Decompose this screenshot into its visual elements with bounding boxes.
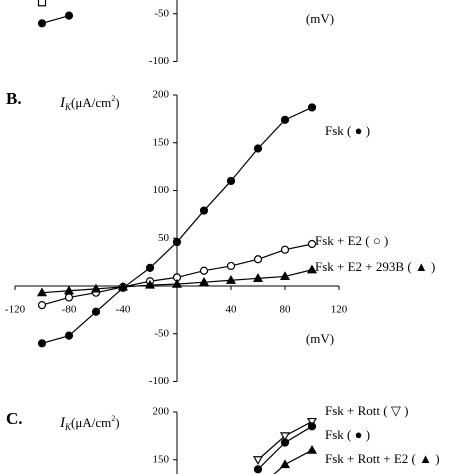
- marker: [198, 276, 210, 286]
- marker: [64, 331, 74, 340]
- y-axis-label: IK(μA/cm2): [59, 414, 120, 432]
- legend-entry: Fsk + E2 ( ○ ): [315, 233, 388, 248]
- y-label-part: K: [64, 422, 72, 432]
- y-tick-label: -100: [149, 55, 170, 67]
- y-label-part: (μA/cm: [71, 415, 111, 430]
- marker: [36, 287, 48, 297]
- marker: [279, 271, 291, 281]
- marker: [226, 261, 236, 271]
- marker: [307, 422, 317, 431]
- y-label-part: K: [64, 102, 72, 112]
- y-tick-label: 50: [158, 232, 170, 244]
- marker: [144, 279, 156, 289]
- panel-label: C.: [6, 409, 23, 428]
- marker: [253, 255, 263, 264]
- y-label-part: (μA/cm: [71, 95, 111, 110]
- series-line: [41, 15, 70, 24]
- marker: [307, 103, 317, 112]
- marker: [253, 465, 263, 474]
- x-tick-label: -40: [116, 304, 131, 316]
- marker: [199, 206, 209, 215]
- marker: [64, 11, 74, 20]
- marker: [252, 273, 264, 282]
- marker: [64, 293, 74, 302]
- marker: [91, 307, 101, 316]
- marker: [225, 275, 237, 284]
- y-tick-label: 100: [153, 184, 170, 196]
- marker: [171, 278, 183, 288]
- marker: [145, 263, 155, 272]
- marker: [306, 417, 318, 427]
- marker: [37, 339, 47, 348]
- y-axis-label: IK(μA/cm2): [59, 94, 120, 112]
- legend-entry: Fsk + Rott ( ▽ ): [325, 403, 408, 418]
- legend-entry: Fsk ( ● ): [325, 123, 370, 138]
- y-label-part: ): [115, 415, 119, 430]
- marker: [280, 245, 290, 254]
- marker: [90, 283, 102, 293]
- marker: [63, 285, 75, 295]
- marker: [253, 144, 263, 153]
- marker: [252, 456, 264, 465]
- legend-entry: Fsk ( ● ): [325, 427, 370, 442]
- marker: [117, 281, 129, 291]
- y-tick-label: 200: [153, 89, 170, 101]
- y-tick-label: -50: [154, 327, 169, 339]
- y-label-part: 2: [111, 94, 115, 103]
- y-tick-label: 150: [153, 453, 170, 465]
- marker: [279, 432, 291, 442]
- marker: [307, 239, 317, 249]
- legend-entry: Fsk + Rott + E2 ( ▲ ): [325, 451, 440, 466]
- x-axis-label: (mV): [306, 331, 334, 346]
- marker: [37, 0, 47, 7]
- panel-label: B.: [6, 89, 22, 108]
- marker: [280, 115, 290, 124]
- y-label-part: ): [115, 95, 119, 110]
- y-tick-label: -100: [149, 375, 170, 387]
- x-tick-label: 40: [226, 304, 238, 316]
- marker: [279, 459, 291, 469]
- marker: [37, 19, 47, 28]
- y-label-part: I: [59, 95, 66, 111]
- x-tick-label: 80: [280, 304, 292, 316]
- y-tick-label: 200: [153, 406, 170, 418]
- x-axis-label: (mV): [306, 11, 334, 26]
- marker: [199, 266, 209, 275]
- x-tick-label: 120: [331, 304, 348, 316]
- y-tick-label: 150: [153, 136, 170, 148]
- y-tick-label: -50: [154, 7, 169, 19]
- marker: [306, 264, 318, 274]
- legend-entry: Fsk + E2 + 293B ( ▲ ): [315, 259, 435, 274]
- marker: [37, 301, 47, 310]
- marker: [306, 444, 318, 454]
- x-tick-label: -80: [62, 304, 77, 316]
- marker: [280, 438, 290, 447]
- y-label-part: I: [59, 415, 66, 431]
- x-tick-label: -120: [5, 304, 26, 316]
- marker: [172, 237, 182, 247]
- marker: [226, 176, 236, 186]
- y-label-part: 2: [111, 414, 115, 423]
